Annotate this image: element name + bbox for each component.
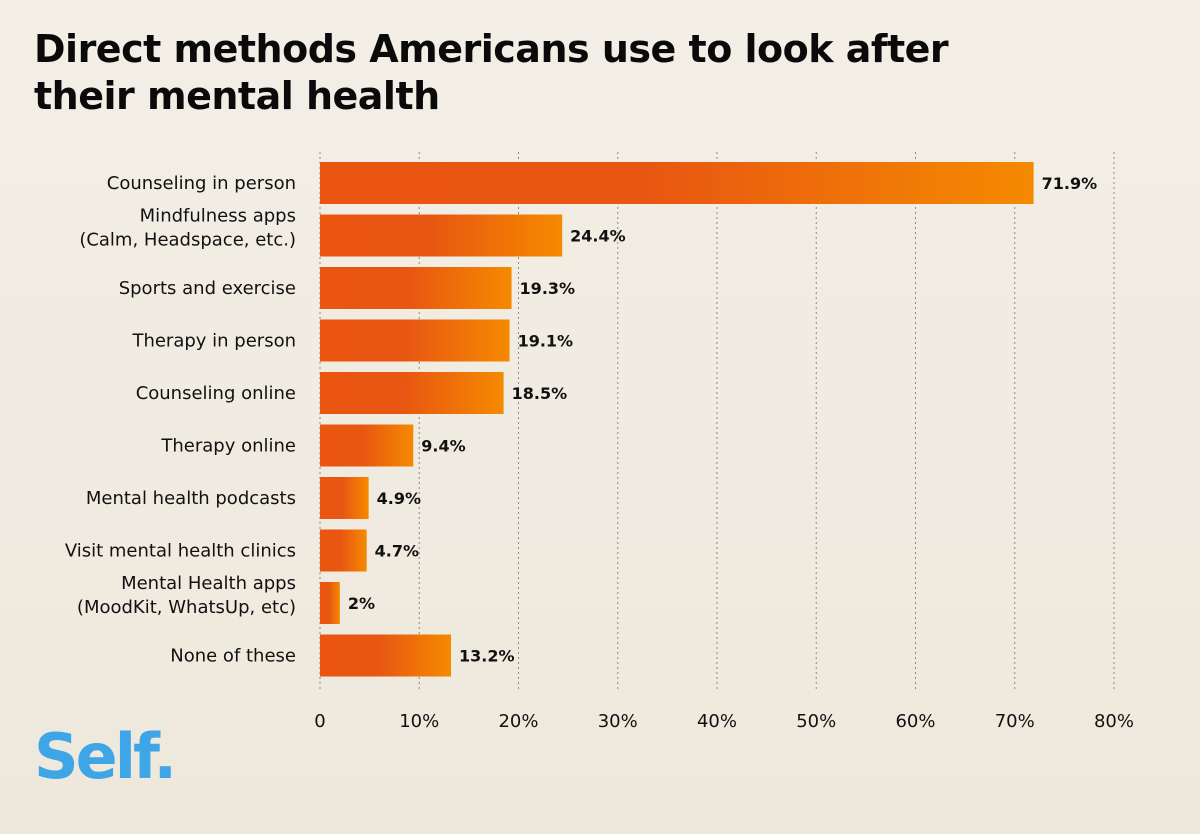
x-axis-ticks: 0 10% 20% 30% 40% 50% 60% 70% 80% (314, 711, 1134, 732)
category-label: Counseling online (136, 383, 296, 404)
category-label-line: Counseling in person (107, 173, 296, 194)
bar-value-label: 9.4% (421, 437, 465, 456)
category-label-line: Mindfulness apps (140, 206, 296, 227)
bar-value-label: 4.7% (375, 542, 419, 561)
bar (320, 214, 563, 257)
value-labels: 71.9% 24.4% 19.3% 19.1% 18.5% 9.4% 4.9% 4.7% 2% 1… (348, 174, 1097, 666)
bar (320, 634, 452, 677)
x-tick-label: 20% (498, 711, 538, 732)
x-tick-label: 80% (1094, 711, 1134, 732)
x-tick-label: 60% (895, 711, 935, 732)
bar (320, 267, 512, 309)
bar (320, 162, 1034, 204)
x-tick-label: 50% (796, 711, 836, 732)
category-label: Mental health podcasts (86, 488, 296, 509)
bar-value-label: 24.4% (570, 227, 626, 246)
category-label-line: Therapy in person (131, 331, 296, 352)
bar (320, 582, 340, 624)
category-label: Therapy online (160, 436, 296, 457)
category-label-line: (Calm, Headspace, etc.) (79, 230, 296, 251)
x-tick-label: 40% (697, 711, 737, 732)
chart-title: Direct methods Americans use to look aft… (34, 27, 949, 118)
category-label-line: Mental health podcasts (86, 488, 296, 509)
category-label: None of these (170, 646, 296, 667)
bar-value-label: 19.1% (518, 332, 574, 351)
bar (320, 319, 510, 362)
logo-dot: . (153, 720, 178, 793)
category-label-line: Counseling online (136, 383, 296, 404)
x-tick-label: 0 (314, 711, 325, 732)
x-tick-label: 10% (399, 711, 439, 732)
category-label-line: Visit mental health clinics (65, 541, 296, 562)
bar-value-label: 2% (348, 594, 375, 613)
bar-value-label: 13.2% (459, 647, 515, 666)
category-label-line: Mental Health apps (121, 573, 296, 594)
bar-value-label: 4.9% (377, 489, 421, 508)
x-tick-label: 30% (598, 711, 638, 732)
bars (320, 162, 1034, 677)
bar-value-label: 18.5% (512, 384, 568, 403)
logo-text: Self (34, 720, 157, 793)
bar-value-label: 71.9% (1042, 174, 1098, 193)
category-label: Counseling in person (107, 173, 296, 194)
x-tick-label: 70% (995, 711, 1035, 732)
category-label: Visit mental health clinics (65, 541, 296, 562)
category-label-line: Sports and exercise (119, 278, 296, 299)
bar (320, 372, 504, 414)
category-label: Mental Health apps (MoodKit, WhatsUp, etc… (77, 573, 296, 618)
bar (320, 529, 367, 572)
bar-value-label: 19.3% (520, 279, 576, 298)
category-label: Sports and exercise (119, 278, 296, 299)
category-label: Mindfulness apps (Calm, Headspace, etc.) (79, 206, 296, 251)
category-label-line: (MoodKit, WhatsUp, etc) (77, 597, 296, 618)
self-logo: Self. (34, 726, 177, 788)
category-label-line: None of these (170, 646, 296, 667)
category-label-line: Therapy online (160, 436, 296, 457)
bar (320, 477, 369, 519)
category-label: Therapy in person (131, 331, 296, 352)
category-labels: Counseling in person Mindfulness apps (Cal… (65, 173, 296, 667)
bar (320, 424, 414, 467)
